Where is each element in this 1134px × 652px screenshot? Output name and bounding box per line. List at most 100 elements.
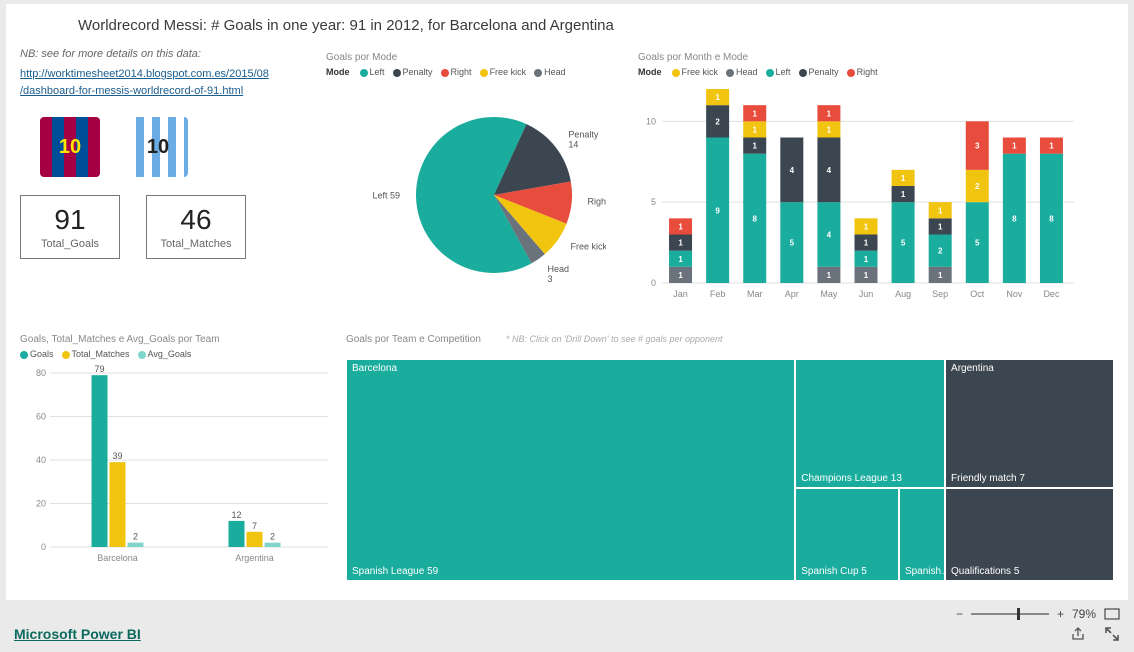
- svg-text:80: 80: [36, 368, 46, 378]
- svg-text:1: 1: [938, 206, 943, 215]
- svg-text:1: 1: [715, 93, 720, 102]
- svg-text:Head: Head: [548, 264, 570, 274]
- svg-text:8: 8: [1012, 214, 1017, 223]
- svg-text:1: 1: [827, 109, 832, 118]
- data-note: NB: see for more details on this data:: [20, 48, 320, 60]
- stacked-legend: ModeFree kickHeadLeftPenaltyRight: [638, 67, 1078, 77]
- source-link[interactable]: http://worktimesheet2014.blogspot.com.es…: [20, 66, 270, 99]
- pie-svg: Left 59 Penalty14 Right 8 Free kick 7 Head3: [326, 83, 606, 293]
- grouped-legend: GoalsTotal_MatchesAvg_Goals: [20, 349, 332, 359]
- info-block: NB: see for more details on this data: h…: [20, 48, 320, 259]
- svg-text:1: 1: [678, 255, 683, 264]
- svg-text:8: 8: [753, 214, 758, 223]
- zoom-level: 79%: [1072, 607, 1096, 621]
- svg-text:1: 1: [864, 271, 869, 280]
- svg-text:Free kick 7: Free kick 7: [571, 242, 606, 252]
- jersey-images: 10 10: [40, 117, 320, 177]
- treemap-body: BarcelonaSpanish League 59Champions Leag…: [346, 359, 1114, 581]
- svg-text:1: 1: [864, 222, 869, 231]
- kpi-total-matches[interactable]: 46 Total_Matches: [146, 195, 246, 259]
- chart-treemap[interactable]: Goals por Team e Competition * NB: Click…: [346, 334, 1114, 581]
- svg-text:40: 40: [36, 455, 46, 465]
- svg-text:Sep: Sep: [932, 289, 948, 299]
- svg-text:39: 39: [112, 451, 122, 461]
- footer-bar: − + 79% Microsoft Power BI: [0, 600, 1134, 652]
- chart-goals-por-mode[interactable]: Goals por Mode ModeLeftPenaltyRightFree …: [326, 52, 616, 298]
- svg-text:1: 1: [901, 190, 906, 199]
- report-canvas: Worldrecord Messi: # Goals in one year: …: [6, 4, 1128, 600]
- svg-text:2: 2: [975, 182, 980, 191]
- svg-text:3: 3: [975, 142, 980, 151]
- svg-text:7: 7: [252, 521, 257, 531]
- share-icon[interactable]: [1070, 626, 1086, 642]
- svg-text:1: 1: [753, 109, 758, 118]
- powerbi-link[interactable]: Microsoft Power BI: [14, 626, 141, 642]
- svg-text:1: 1: [678, 271, 683, 280]
- svg-text:10: 10: [646, 116, 656, 126]
- svg-text:3: 3: [548, 274, 553, 284]
- svg-text:5: 5: [790, 239, 795, 248]
- svg-text:5: 5: [901, 239, 906, 248]
- svg-text:4: 4: [827, 231, 832, 240]
- svg-text:4: 4: [827, 166, 832, 175]
- svg-text:79: 79: [94, 365, 104, 374]
- svg-text:12: 12: [231, 510, 241, 520]
- svg-text:Apr: Apr: [785, 289, 799, 299]
- svg-text:1: 1: [1012, 142, 1017, 151]
- fit-to-page-icon[interactable]: [1104, 606, 1120, 622]
- svg-text:2: 2: [938, 247, 943, 256]
- svg-text:Nov: Nov: [1006, 289, 1023, 299]
- svg-text:1: 1: [753, 125, 758, 134]
- svg-text:1: 1: [1049, 142, 1054, 151]
- svg-text:20: 20: [36, 499, 46, 509]
- svg-text:8: 8: [1049, 214, 1054, 223]
- svg-text:14: 14: [568, 140, 578, 150]
- zoom-in-button[interactable]: +: [1057, 607, 1064, 621]
- svg-text:Aug: Aug: [895, 289, 911, 299]
- svg-text:May: May: [820, 289, 838, 299]
- svg-text:Barcelona: Barcelona: [97, 553, 138, 563]
- svg-text:0: 0: [41, 542, 46, 552]
- stacked-svg: 05101111Jan921Feb8111Mar54Apr14411May111…: [638, 83, 1078, 303]
- svg-text:1: 1: [864, 255, 869, 264]
- svg-text:Dec: Dec: [1043, 289, 1060, 299]
- fullscreen-icon[interactable]: [1104, 626, 1120, 642]
- zoom-out-button[interactable]: −: [956, 607, 963, 621]
- svg-text:5: 5: [975, 239, 980, 248]
- svg-text:Oct: Oct: [970, 289, 985, 299]
- svg-text:2: 2: [133, 532, 138, 542]
- svg-text:Left 59: Left 59: [373, 190, 401, 200]
- svg-text:1: 1: [827, 125, 832, 134]
- svg-text:Jun: Jun: [859, 289, 874, 299]
- svg-text:2: 2: [715, 117, 720, 126]
- svg-text:1: 1: [827, 271, 832, 280]
- svg-text:2: 2: [270, 532, 275, 542]
- jersey-barcelona: 10: [40, 117, 100, 177]
- svg-text:5: 5: [651, 197, 656, 207]
- pie-legend: ModeLeftPenaltyRightFree kickHead: [326, 67, 616, 77]
- svg-text:Argentina: Argentina: [235, 553, 274, 563]
- svg-text:1: 1: [901, 174, 906, 183]
- svg-text:1: 1: [753, 142, 758, 151]
- kpi-total-goals[interactable]: 91 Total_Goals: [20, 195, 120, 259]
- jersey-argentina: 10: [128, 117, 188, 177]
- svg-text:Right 8: Right 8: [588, 197, 606, 207]
- svg-text:1: 1: [938, 271, 943, 280]
- grouped-svg: 0 20 40 60 80 79 39 2 Barcelona 12 7 2 Argentina: [20, 365, 332, 565]
- page-title: Worldrecord Messi: # Goals in one year: …: [78, 17, 1114, 34]
- svg-text:1: 1: [938, 222, 943, 231]
- svg-text:1: 1: [678, 239, 683, 248]
- svg-text:0: 0: [651, 278, 656, 288]
- svg-text:Mar: Mar: [747, 289, 763, 299]
- zoom-controls: − + 79%: [956, 606, 1120, 622]
- svg-text:4: 4: [790, 166, 795, 175]
- svg-text:1: 1: [864, 239, 869, 248]
- chart-goals-por-team[interactable]: Goals, Total_Matches e Avg_Goals por Tea…: [20, 334, 332, 581]
- svg-text:Jan: Jan: [673, 289, 688, 299]
- svg-text:Penalty: Penalty: [568, 130, 599, 140]
- zoom-slider[interactable]: [971, 613, 1049, 615]
- svg-text:Feb: Feb: [710, 289, 726, 299]
- svg-text:60: 60: [36, 412, 46, 422]
- svg-text:1: 1: [678, 222, 683, 231]
- chart-goals-por-month[interactable]: Goals por Month e Mode ModeFree kickHead…: [638, 52, 1078, 308]
